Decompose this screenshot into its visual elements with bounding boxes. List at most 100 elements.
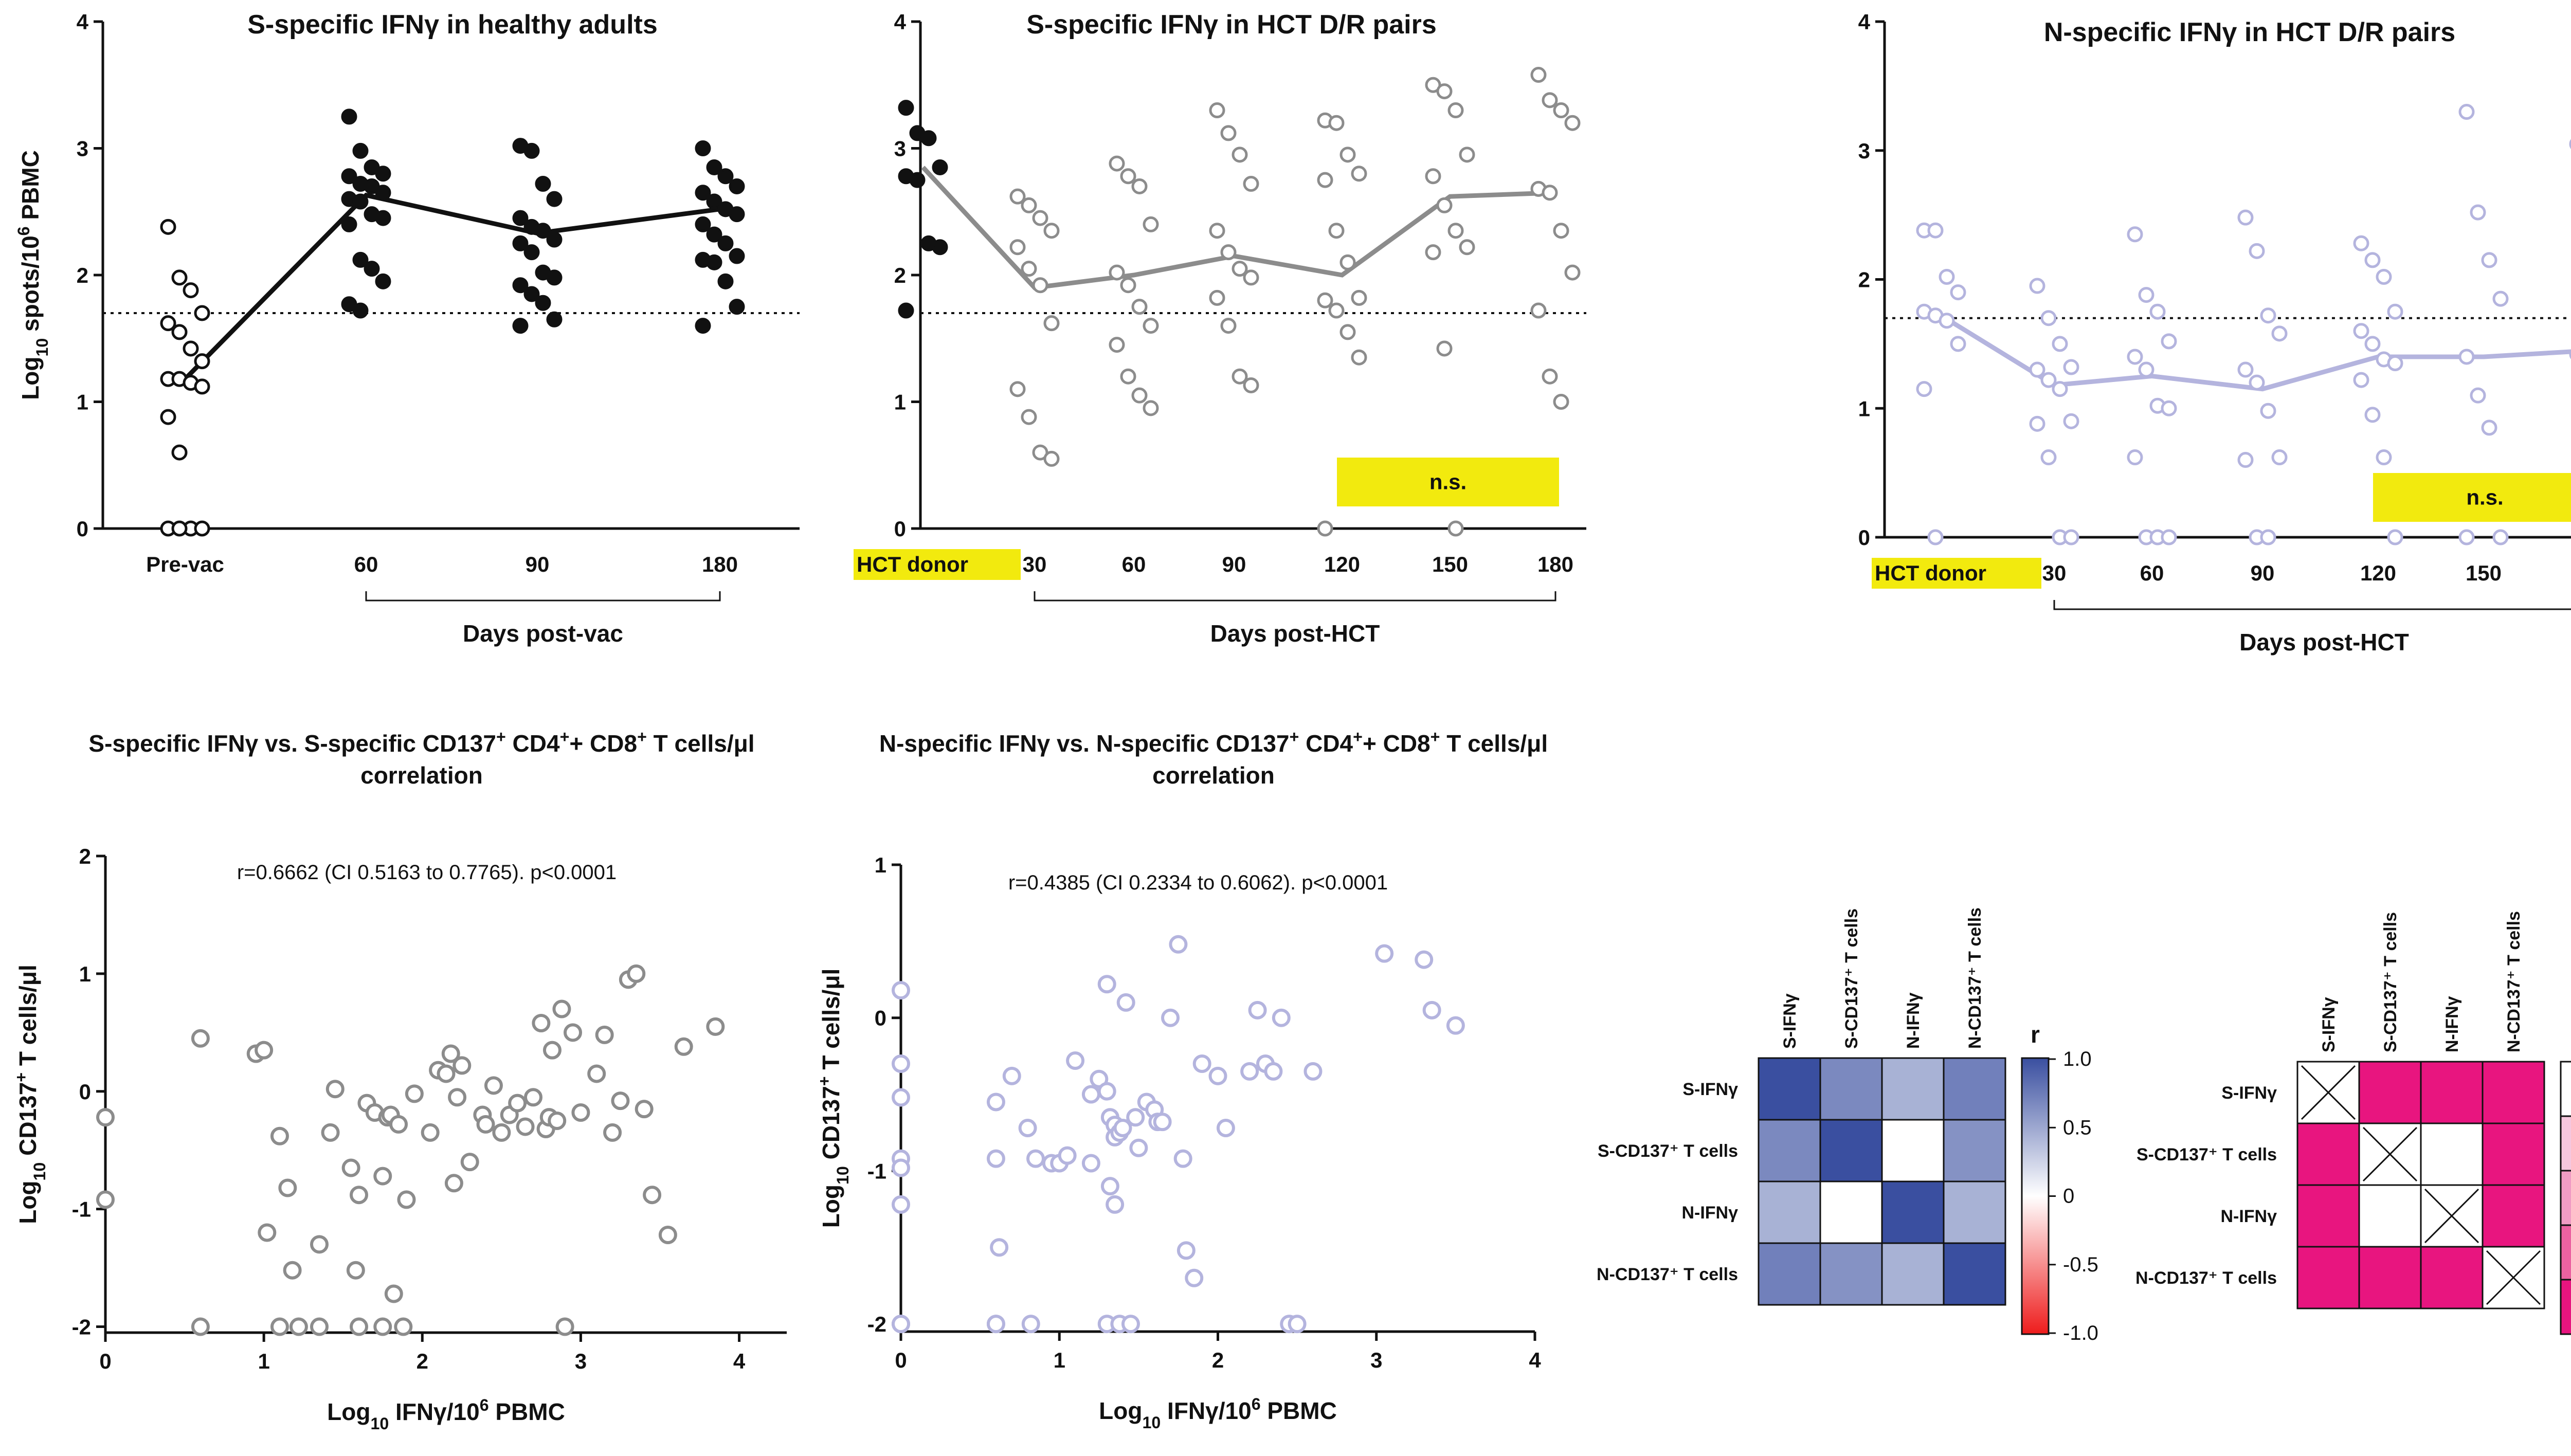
x-axis-label: Log10 IFNγ/106 PBMC <box>327 1396 565 1433</box>
data-point <box>1553 394 1569 410</box>
data-point <box>1939 268 1955 285</box>
data-point <box>1100 1177 1119 1196</box>
label-part: Log <box>17 357 44 400</box>
data-point <box>384 1284 403 1303</box>
x-tick-label: 4 <box>733 1349 746 1373</box>
data-point <box>1116 993 1135 1012</box>
chart-title-line2: correlation <box>1152 762 1275 789</box>
data-point <box>1351 349 1367 366</box>
y-tick-label: 1 <box>77 390 88 414</box>
y-tick-label: 2 <box>894 263 906 287</box>
data-point <box>373 1317 392 1336</box>
data-point <box>2127 349 2143 365</box>
title-superscript: + <box>637 727 647 746</box>
data-point <box>564 1023 583 1042</box>
data-point <box>283 1261 302 1280</box>
label-superscript: 6 <box>14 226 33 235</box>
row-header: N-IFNγ <box>1681 1203 1738 1223</box>
data-point <box>1232 147 1248 163</box>
data-point <box>194 520 210 537</box>
data-point <box>96 1108 115 1127</box>
label-part: T cells/μl <box>818 969 844 1077</box>
data-point <box>1220 244 1237 261</box>
y-tick-label: 0 <box>77 517 88 541</box>
label-part: CD137 <box>14 1082 41 1162</box>
data-point <box>909 172 926 188</box>
data-point <box>1232 261 1248 277</box>
data-point <box>1209 223 1225 239</box>
data-point <box>1542 368 1558 385</box>
data-point <box>2481 252 2497 268</box>
title-part: S-specific IFNγ vs. S-specific CD137 <box>88 730 496 757</box>
data-point <box>2271 325 2288 342</box>
data-point <box>717 273 734 289</box>
data-point <box>2040 449 2057 466</box>
data-point <box>194 305 210 321</box>
data-point <box>1113 1119 1132 1138</box>
data-point <box>278 1178 297 1197</box>
panel-s-ifng-hct-pairs: S-specific IFNγ in HCT D/R pairs 0 1 2 3 4 HCT… <box>854 10 1586 647</box>
label-part: Log <box>327 1398 370 1425</box>
data-point <box>1209 102 1225 119</box>
data-point <box>1066 1051 1085 1070</box>
data-point <box>460 1153 479 1172</box>
data-point <box>1131 387 1148 404</box>
y-tick-label: 1 <box>79 962 91 986</box>
data-point <box>183 282 199 299</box>
data-point <box>512 277 529 294</box>
scale-tick-label: 0.5 <box>2063 1116 2092 1139</box>
label-part: PBMC <box>489 1398 565 1425</box>
y-tick-label: 4 <box>894 10 907 34</box>
data-point <box>375 166 391 182</box>
data-point <box>571 1103 590 1122</box>
data-point <box>1002 1066 1021 1085</box>
data-point <box>1272 1008 1291 1027</box>
data-point <box>437 1064 456 1083</box>
data-point <box>2364 336 2381 352</box>
data-point <box>1081 1085 1100 1104</box>
x-tick-label: 3 <box>575 1349 587 1373</box>
heatmap-cell <box>2296 1246 2360 1309</box>
data-point <box>717 235 734 251</box>
label-superscript: 6 <box>1252 1395 1261 1413</box>
x-tick-label: 2 <box>417 1349 428 1373</box>
data-point <box>1422 1000 1441 1020</box>
data-point <box>1243 176 1259 192</box>
data-point <box>1009 381 1026 397</box>
data-point <box>1043 450 1060 467</box>
data-point <box>452 1056 472 1075</box>
heatmap-cell <box>2482 1184 2545 1248</box>
data-point <box>373 1167 392 1186</box>
data-point <box>1120 277 1136 294</box>
data-point <box>1185 1268 1204 1287</box>
data-point <box>346 1261 365 1280</box>
data-point <box>587 1064 606 1083</box>
heatmap-cell <box>1758 1119 1821 1182</box>
y-tick-label: -2 <box>72 1315 91 1339</box>
x-tick-label: 30 <box>1023 552 1047 576</box>
data-point <box>986 1149 1005 1168</box>
data-point <box>2353 372 2369 388</box>
data-point <box>2364 407 2381 423</box>
data-point <box>1097 975 1116 994</box>
heatmap-cell <box>2358 1246 2422 1309</box>
x-tick-label: HCT donor <box>1875 561 1986 585</box>
data-point <box>1081 1154 1100 1173</box>
data-point <box>2353 323 2369 339</box>
donor-highlight <box>854 549 1021 580</box>
data-point <box>892 981 910 1000</box>
heatmap-cell <box>1943 1119 2006 1182</box>
data-point <box>171 269 188 286</box>
data-point <box>729 206 745 223</box>
data-point <box>1043 315 1060 332</box>
data-point <box>160 315 176 332</box>
data-point <box>1339 324 1356 340</box>
label-part: PBMC <box>17 150 44 226</box>
data-point <box>706 226 722 243</box>
data-point <box>1328 115 1345 131</box>
heatmap-cell <box>2296 1122 2360 1186</box>
scale-tick-label: 0 <box>2063 1185 2074 1208</box>
data-point <box>1216 1119 1235 1138</box>
heatmap-cell <box>1881 1180 1945 1244</box>
panel-p-heatmap: S-IFNγ S-CD137⁺ T cells N-IFNγ N-CD137⁺ T c… <box>2135 911 2571 1335</box>
